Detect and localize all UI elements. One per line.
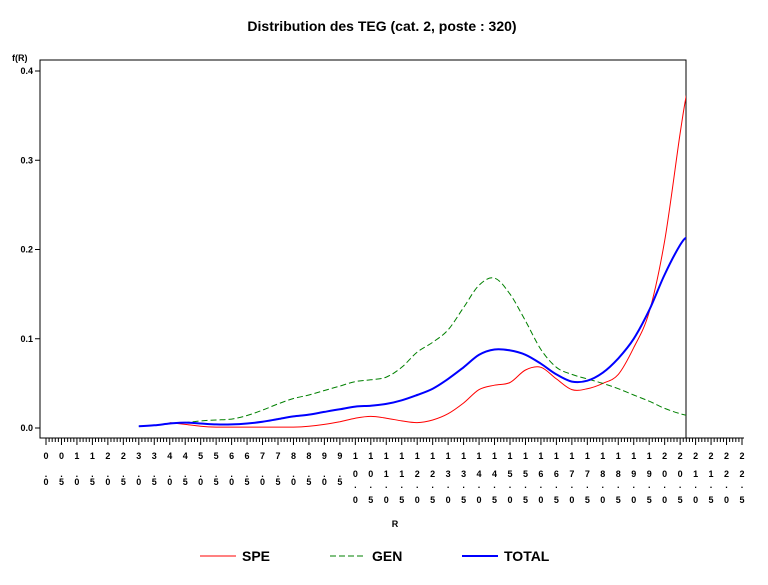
x-tick-label: 1.5	[90, 451, 95, 487]
y-tick-label: 0.2	[20, 245, 33, 255]
x-tick-label: 7.0	[260, 451, 265, 487]
x-tick-label: 5.0	[198, 451, 203, 487]
series-layer	[138, 94, 686, 428]
x-tick-label: 2.5	[121, 451, 126, 487]
y-tick-label: 0.4	[20, 66, 33, 76]
x-tick-label: 7.5	[275, 451, 280, 487]
legend-label-spe: SPE	[242, 548, 270, 564]
legend-label-gen: GEN	[372, 548, 402, 564]
y-tick-label: 0.3	[20, 155, 33, 165]
x-tick-label: 9.0	[322, 451, 327, 487]
x-axis: 0. 0 0. 5 1. 0 1. 5 2. 0 2. 5 3. 0 3. 5 4. 0 4. 5 5. 0 5. 5 6. 0 6…	[40, 437, 745, 505]
series-line-total	[138, 236, 686, 428]
x-tick-label: 5.5	[214, 451, 219, 487]
plot-frame	[39, 59, 687, 439]
x-tick-label: 3.5	[152, 451, 157, 487]
x-tick-label: 9.5	[337, 451, 342, 487]
x-tick-label: 2.0	[105, 451, 110, 487]
legend-label-total: TOTAL	[504, 548, 550, 564]
x-axis-label: R	[392, 519, 399, 529]
x-tick-label: 4.5	[183, 451, 188, 487]
x-tick-label: 6.5	[245, 451, 250, 487]
chart-title: Distribution des TEG (cat. 2, poste : 32…	[247, 18, 516, 34]
y-tick-label: 0.0	[20, 423, 33, 433]
x-tick-label: 1.0	[74, 451, 79, 487]
x-tick-label: 6.0	[229, 451, 234, 487]
x-tick-label: 3.0	[136, 451, 141, 487]
series-line-gen	[138, 277, 686, 427]
legend: SPE GEN TOTAL	[200, 548, 550, 564]
x-tick-label: 8.5	[306, 451, 311, 487]
y-tick-label: 0.1	[20, 334, 33, 344]
x-tick-label: 0.0	[43, 451, 48, 487]
series-line-spe	[169, 94, 686, 428]
x-tick-label: 4.0	[167, 451, 172, 487]
x-tick-label: 8.0	[291, 451, 296, 487]
y-axis-label: f(R)	[12, 53, 28, 63]
y-axis: 0.0 0.1 0.2 0.3 0.4	[20, 66, 40, 433]
x-tick-label: 0.5	[59, 451, 64, 487]
